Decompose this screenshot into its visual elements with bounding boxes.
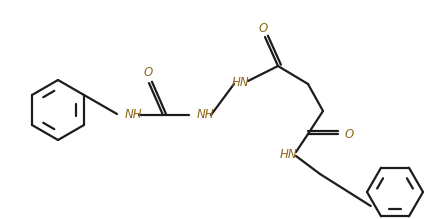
Text: O: O [345, 127, 354, 141]
Text: O: O [143, 67, 152, 79]
Text: HN: HN [280, 148, 298, 161]
Text: NH: NH [197, 108, 215, 122]
Text: NH: NH [125, 108, 143, 122]
Text: O: O [258, 21, 268, 35]
Text: HN: HN [232, 76, 249, 88]
